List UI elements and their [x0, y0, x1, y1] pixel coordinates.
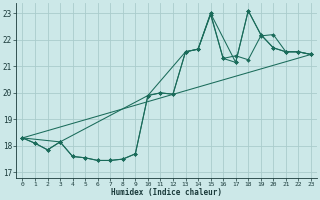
X-axis label: Humidex (Indice chaleur): Humidex (Indice chaleur) [111, 188, 222, 197]
